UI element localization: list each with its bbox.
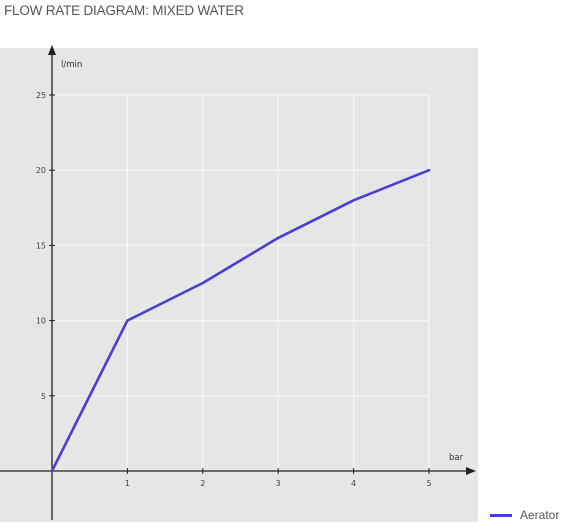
plot-area-background <box>0 48 478 522</box>
series-line-0 <box>50 168 431 473</box>
legend-swatch <box>490 513 512 517</box>
grid-lines <box>52 94 430 471</box>
chart-legend: Aerator <box>490 508 559 522</box>
x-tick-label-1: 1 <box>125 479 130 488</box>
y-tick-label-5: 5 <box>41 392 46 401</box>
x-tick-label-5: 5 <box>426 479 431 488</box>
chart-title: FLOW RATE DIAGRAM: MIXED WATER <box>4 3 244 18</box>
axes <box>0 45 476 520</box>
y-tick-label-10: 10 <box>36 317 46 326</box>
y-tick-label-20: 20 <box>36 166 46 175</box>
x-tick-label-4: 4 <box>351 479 356 488</box>
y-axis-label: l/min <box>61 60 82 70</box>
y-tick-label-15: 15 <box>36 241 46 250</box>
series-lines <box>50 168 431 473</box>
x-axis-arrow <box>466 467 476 475</box>
x-axis-label: bar <box>449 453 464 463</box>
x-tick-label-3: 3 <box>276 479 281 488</box>
y-tick-label-25: 25 <box>36 91 46 100</box>
x-tick-label-2: 2 <box>200 479 205 488</box>
tick-labels: 1 2 3 4 5 5 10 15 20 25 l/min bar <box>36 60 464 488</box>
legend-label: Aerator <box>520 508 560 522</box>
y-axis-arrow <box>48 45 56 55</box>
